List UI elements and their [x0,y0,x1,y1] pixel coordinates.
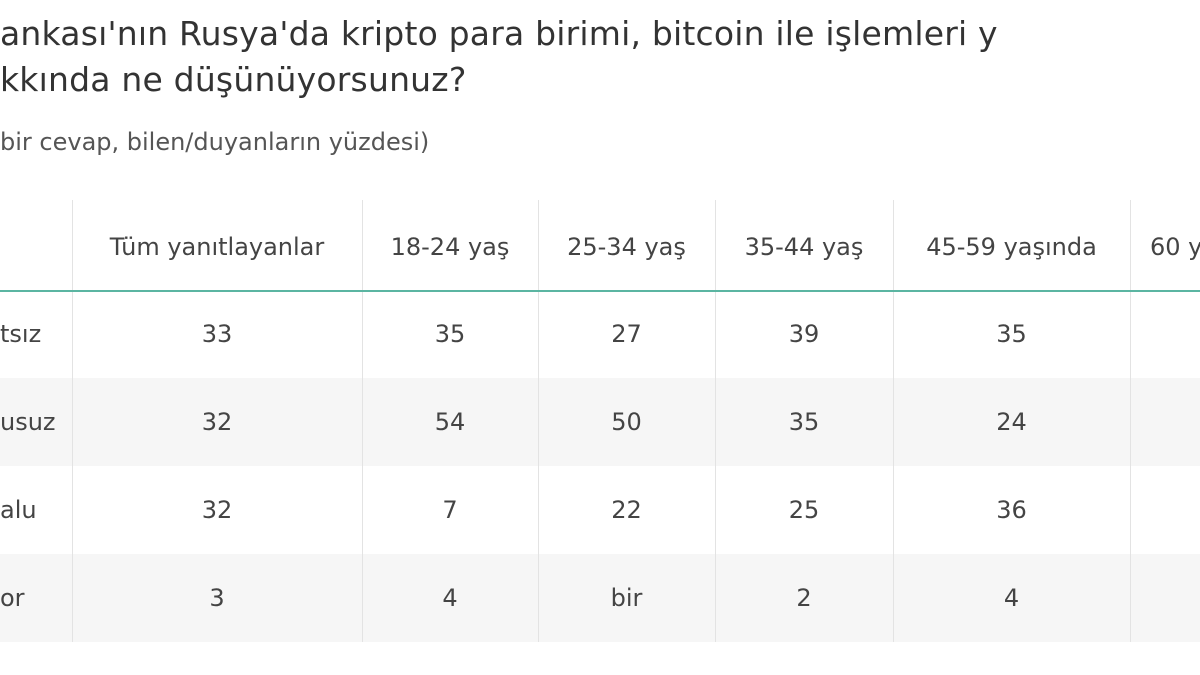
column-header: 60 y [1150,233,1200,261]
row-label: tsız [0,320,42,348]
column-divider [538,200,539,642]
column-header: 45-59 yaşında [926,233,1097,261]
column-header: 35-44 yaş [744,233,864,261]
column-divider [893,200,894,642]
table-cell: 27 [611,320,642,348]
title-line: kkında ne düşünüyorsunuz? [0,60,467,99]
table-cell: 36 [996,496,1027,524]
table-cell: 50 [611,408,642,436]
table-cell: 7 [442,496,458,524]
row-label: alu [0,496,37,524]
table-cell: 33 [201,320,233,348]
table-cell: bir [610,584,643,612]
table-cell: 3 [209,584,225,612]
table-cell: 4 [1003,584,1020,612]
table-cell: 24 [996,408,1027,436]
subtitle: bir cevap, bilen/duyanların yüzdesi) [0,128,430,156]
table-cell: 25 [788,496,820,524]
table-cell: 39 [788,320,820,348]
column-header: Tüm yanıtlayanlar [109,233,325,261]
table-cell: 2 [796,584,812,612]
table-cell: 4 [442,584,458,612]
table-cell: 22 [611,496,642,524]
title-line: ankası'nın Rusya'da kripto para birimi, … [0,14,998,53]
column-header: 18-24 yaş [390,233,510,261]
table-cell: 35 [434,320,466,348]
row-background [0,378,1200,466]
row-background [0,554,1200,642]
table-cell: 35 [788,408,820,436]
row-label: usuz [0,408,56,436]
column-divider [72,200,73,642]
column-divider [362,200,363,642]
header-border [0,290,1200,292]
table-cell: 32 [201,408,233,436]
table-cell: 35 [996,320,1027,348]
row-label: or [0,584,25,612]
column-divider [715,200,716,642]
column-divider [1130,200,1131,642]
table-cell: 32 [201,496,233,524]
column-header: 25-34 yaş [567,233,686,261]
table-cell: 54 [434,408,466,436]
